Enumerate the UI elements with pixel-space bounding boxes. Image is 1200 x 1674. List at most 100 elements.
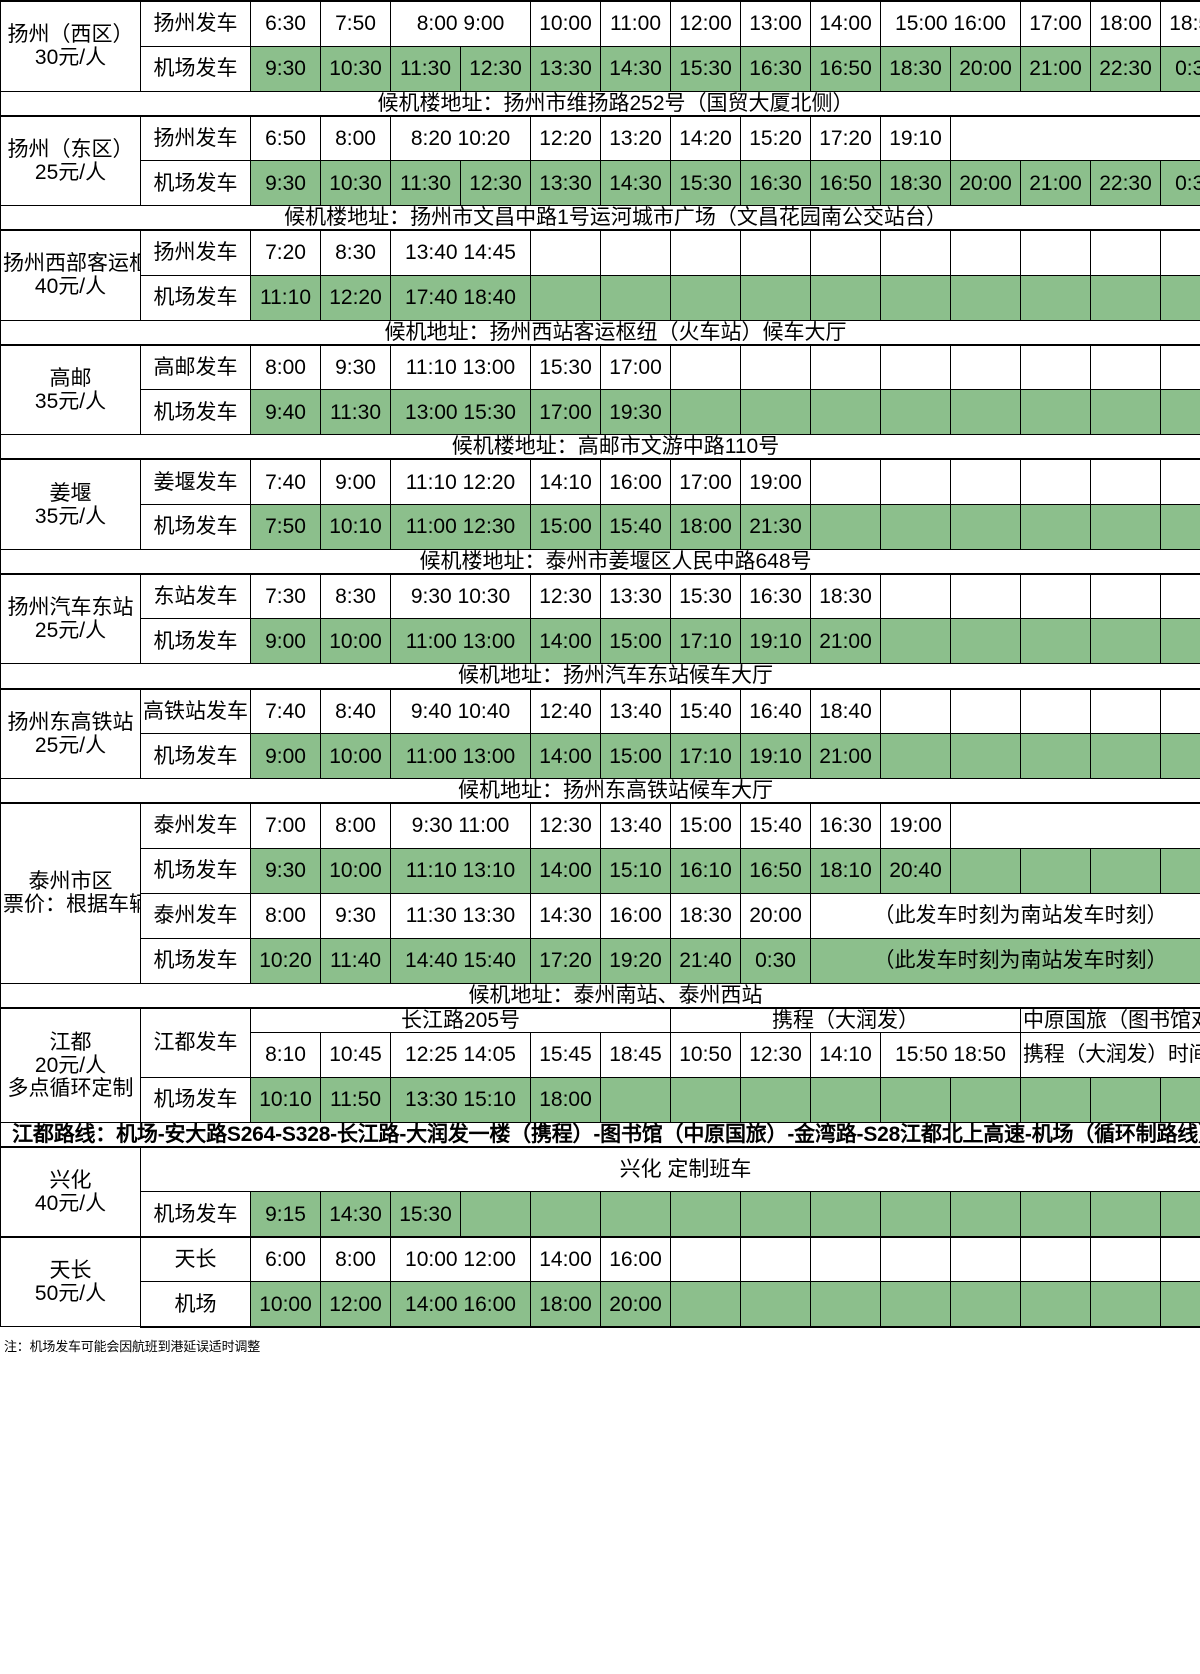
time-cell: 16:30 [740, 160, 811, 207]
time-cell: 8:30 [320, 229, 391, 276]
empty-cell [1090, 618, 1161, 665]
empty-cell [1160, 503, 1200, 550]
empty-cell [1160, 1076, 1200, 1123]
block-label: 扬州（东区） 25元/人 [0, 114, 141, 207]
time-cell: 18:50 [1160, 0, 1200, 47]
empty-cell [670, 389, 741, 436]
time-cell: 19:00 [740, 458, 811, 505]
empty-cell [740, 343, 811, 391]
time-cell: 10:00 12:00 [390, 1235, 531, 1283]
empty-cell [810, 389, 881, 436]
empty-cell [950, 389, 1021, 436]
empty-cell [880, 733, 951, 780]
empty-cell [810, 1281, 881, 1328]
time-cell: 9:00 [320, 458, 391, 505]
empty-cell [1020, 687, 1091, 735]
time-cell: 19:00 [880, 802, 951, 849]
xinghua-airport-row: 机场发车 9:15 14:30 15:30 [1, 1191, 1200, 1238]
time-cell: 9:00 [250, 733, 321, 780]
empty-cell [810, 1191, 881, 1238]
empty-cell [1090, 847, 1161, 894]
time-cell: 7:20 [250, 229, 321, 276]
empty-cell [460, 1191, 531, 1238]
time-cell: 21:00 [810, 733, 881, 780]
time-cell: 16:50 [810, 45, 881, 92]
empty-cell [670, 229, 741, 276]
time-cell: 17:40 18:40 [390, 274, 531, 321]
terminal-address: 候机地址：扬州汽车东站候车大厅 [0, 663, 1200, 690]
time-cell: 19:20 [600, 937, 671, 984]
time-cell: 13:00 [740, 0, 811, 47]
time-cell: 12:25 14:05 [390, 1031, 531, 1078]
time-cell: 10:10 [320, 503, 391, 550]
block-row: 扬州汽车东站 25元/人 东站发车 7:30 8:30 9:30 10:30 12:30 13… [0, 572, 1200, 665]
block-label: 江都 20元/人 多点循环定制 [0, 1006, 141, 1123]
terminal-address: 候机地址：扬州西站客运枢纽（火车站）候车大厅 [0, 319, 1200, 346]
direction-label: 高铁站发车 [140, 687, 251, 735]
block-row: 机场发车 11:10 12:20 17:40 18:40 [1, 274, 1200, 321]
empty-cell [880, 1235, 951, 1283]
time-cell: 14:00 [530, 1235, 601, 1283]
time-cell: 10:00 [250, 1281, 321, 1328]
time-cell: 16:30 [740, 45, 811, 92]
empty-cell [1020, 1235, 1091, 1283]
block-row: 扬州（东区） 25元/人 扬州发车 6:50 8:00 8:20 10:20 12:20 13… [0, 114, 1200, 207]
time-cell: 7:50 [250, 503, 321, 550]
time-cell: 15:40 [670, 687, 741, 735]
time-cell: 8:00 [320, 114, 391, 162]
empty-cell [950, 1191, 1021, 1238]
empty-cell [950, 274, 1021, 321]
time-cell: 10:00 [320, 733, 391, 780]
time-cell: 15:00 16:00 [880, 0, 1021, 47]
empty-cell [530, 274, 601, 321]
empty-cell [880, 229, 951, 276]
block-row: 机场发车 9:30 10:30 11:30 12:30 13:30 14:30 15:30 16… [1, 45, 1200, 92]
empty-cell [1020, 503, 1091, 550]
time-cell: 18:10 [810, 847, 881, 894]
time-cell: 17:00 [1020, 0, 1091, 47]
empty-cell [1020, 733, 1091, 780]
time-cell: 19:10 [880, 114, 951, 162]
empty-cell [740, 389, 811, 436]
time-cell: 15:30 [530, 343, 601, 391]
time-cell: 10:00 [530, 0, 601, 47]
time-cell: 21:00 [810, 618, 881, 665]
time-cell: 10:30 [320, 45, 391, 92]
empty-cell [950, 1281, 1021, 1328]
empty-cell [950, 229, 1021, 276]
time-cell: 11:30 [390, 160, 461, 207]
time-cell: 9:30 [250, 847, 321, 894]
direction-label: 机场发车 [140, 274, 251, 321]
time-cell: 13:00 15:30 [390, 389, 531, 436]
time-cell: 12:20 [320, 274, 391, 321]
time-cell: 20:00 [600, 1281, 671, 1328]
block-row: 高邮 35元/人 高邮发车 8:00 9:30 11:10 13:00 15:30 17:00 [0, 343, 1200, 436]
taizhou-row: 泰州发车 8:00 9:30 11:30 13:30 14:30 16:00 18:30 20… [1, 892, 1200, 939]
time-cell: 9:30 [250, 45, 321, 92]
time-cell: 20:00 [950, 160, 1021, 207]
time-cell: 11:30 13:30 [390, 892, 531, 939]
time-cell: 9:00 [250, 618, 321, 665]
time-cell: 0:30 [740, 937, 811, 984]
time-cell: 12:30 [740, 1031, 811, 1078]
time-cell: 18:30 [810, 572, 881, 620]
direction-label: 机场发车 [140, 733, 251, 780]
empty-cell [1020, 1191, 1091, 1238]
time-cell: 15:45 [530, 1031, 601, 1078]
time-cell: 15:40 [740, 802, 811, 849]
time-cell: 11:30 [390, 45, 461, 92]
time-cell: 10:00 [320, 618, 391, 665]
time-cell: 11:10 13:00 [390, 343, 531, 391]
time-cell: 15:40 [600, 503, 671, 550]
empty-cell [1090, 687, 1161, 735]
block-label: 扬州（西区） 30元/人 [0, 0, 141, 92]
empty-cell [1160, 343, 1200, 391]
direction-label: 泰州发车 [140, 892, 251, 939]
jiangdu-route-note-row: 江都路线：机场-安大路S264-S328-长江路-大润发一楼（携程）-图书馆（中… [0, 1121, 1200, 1148]
empty-cell [950, 114, 1200, 162]
terminal-address: 候机楼地址：扬州市文昌中路1号运河城市广场（文昌花园南公交站台） [0, 205, 1200, 232]
direction-label: 天长 [140, 1235, 251, 1283]
empty-cell [670, 1235, 741, 1283]
empty-cell [880, 343, 951, 391]
